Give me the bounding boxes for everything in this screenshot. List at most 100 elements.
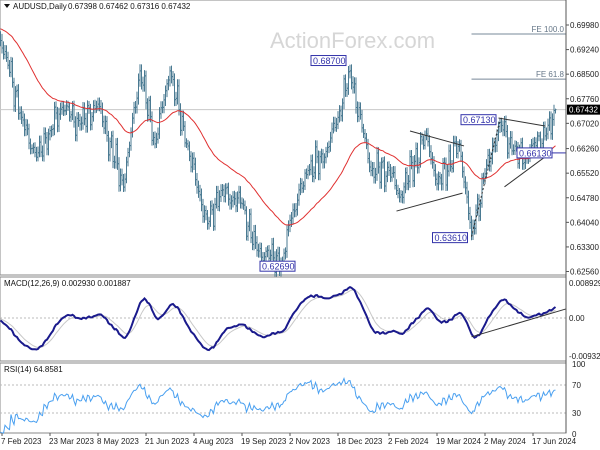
price-bar (212, 203, 215, 231)
price-bar (299, 177, 302, 196)
price-bar (197, 180, 200, 198)
price-bar (248, 208, 251, 232)
price-bar (0, 31, 2, 47)
price-bar (176, 79, 179, 105)
price-bar (466, 181, 468, 204)
price-bar (349, 64, 351, 79)
price-bar (169, 66, 171, 87)
price-bar (493, 137, 495, 153)
price-bar (112, 130, 114, 169)
price-bar (94, 99, 96, 114)
collapse-triangle-icon[interactable] (4, 4, 10, 8)
y-tick-label: 0.68500 (570, 70, 599, 79)
price-bar (77, 111, 80, 127)
trendline (396, 192, 463, 212)
price-bar (502, 120, 504, 137)
price-bar (316, 140, 318, 164)
price-bar (364, 129, 366, 143)
price-bar (74, 116, 77, 142)
price-bar (332, 116, 335, 134)
price-bar (31, 144, 33, 155)
price-bar (218, 190, 221, 212)
price-bar (205, 205, 207, 221)
fe-level-label: FE 61.8 (536, 70, 565, 79)
price-bar (350, 64, 353, 90)
price-bar (322, 149, 324, 169)
price-bar (107, 130, 110, 162)
symbol-title: AUDUSD,Daily (13, 2, 67, 11)
price-bar (460, 139, 462, 162)
macd-tick-label: 0.00 (569, 314, 585, 323)
price-bar (220, 184, 222, 203)
ohlc-readout: 0.67398 0.67462 0.67316 0.67432 (68, 2, 191, 11)
price-bar (307, 165, 309, 180)
price-bar (373, 161, 375, 184)
price-bar (359, 102, 362, 120)
price-bar (232, 191, 234, 208)
price-bar (428, 135, 431, 158)
price-bar (265, 247, 267, 263)
price-bar (142, 76, 144, 92)
price-bar (338, 105, 341, 123)
price-bar (241, 197, 243, 209)
price-bar (479, 199, 482, 221)
price-bar (436, 173, 438, 191)
price-bar (167, 75, 170, 91)
price-bar (409, 150, 411, 188)
price-bar (472, 219, 474, 241)
price-bar (272, 237, 275, 263)
price-bar (400, 190, 402, 203)
price-bar (508, 137, 510, 159)
price-bar (383, 156, 386, 193)
price-bar (292, 203, 294, 225)
price-bar (388, 161, 390, 176)
price-bar (100, 100, 102, 115)
price-panel: FE 100.0 FE 61.8 0.68700 0.67130 0.66130 0.63… (0, 0, 567, 277)
price-bar (56, 106, 59, 133)
price-bar (133, 101, 135, 124)
rsi-tick-label: 0 (572, 430, 577, 439)
watermark: ActionForex.com (270, 28, 435, 53)
price-bar (82, 102, 84, 130)
price-bar (83, 102, 86, 126)
price-label-box (259, 260, 296, 272)
price-bar (5, 45, 8, 62)
price-bar (356, 101, 359, 123)
price-bar (110, 131, 113, 149)
price-bar (358, 101, 360, 122)
macd-panel (0, 276, 567, 362)
price-bar (395, 179, 398, 196)
price-bar (346, 83, 348, 98)
price-bar (416, 142, 419, 174)
rsi-panel (0, 362, 567, 434)
price-bar (488, 148, 491, 172)
price-bar (202, 198, 204, 223)
price-bar (214, 197, 216, 231)
price-bar (238, 185, 240, 204)
price-bar (43, 127, 45, 162)
price-bar (40, 135, 42, 158)
price-bar (59, 102, 62, 120)
price-bar (41, 145, 44, 162)
price-bar (230, 195, 233, 210)
price-bar (469, 206, 471, 229)
price-bar (163, 94, 165, 114)
y-tick-label: 0.64040 (570, 218, 599, 227)
price-bar (337, 111, 339, 130)
price-bar (427, 127, 429, 147)
price-bar (37, 146, 39, 162)
price-label: 0.62690 (259, 260, 296, 272)
price-label-text: 0.62690 (262, 262, 295, 272)
price-bar (190, 151, 192, 173)
price-bar (313, 166, 315, 183)
price-bar (376, 146, 378, 181)
price-bar (8, 59, 11, 77)
price-bar (185, 138, 188, 148)
price-bar (325, 146, 327, 164)
price-bar (344, 74, 347, 97)
price-label-text: 0.66130 (519, 148, 552, 158)
price-label-box (432, 232, 468, 244)
price-bar (50, 125, 53, 138)
rsi-title: RSI(14) 64.8581 (4, 365, 63, 374)
price-bar (52, 124, 54, 137)
